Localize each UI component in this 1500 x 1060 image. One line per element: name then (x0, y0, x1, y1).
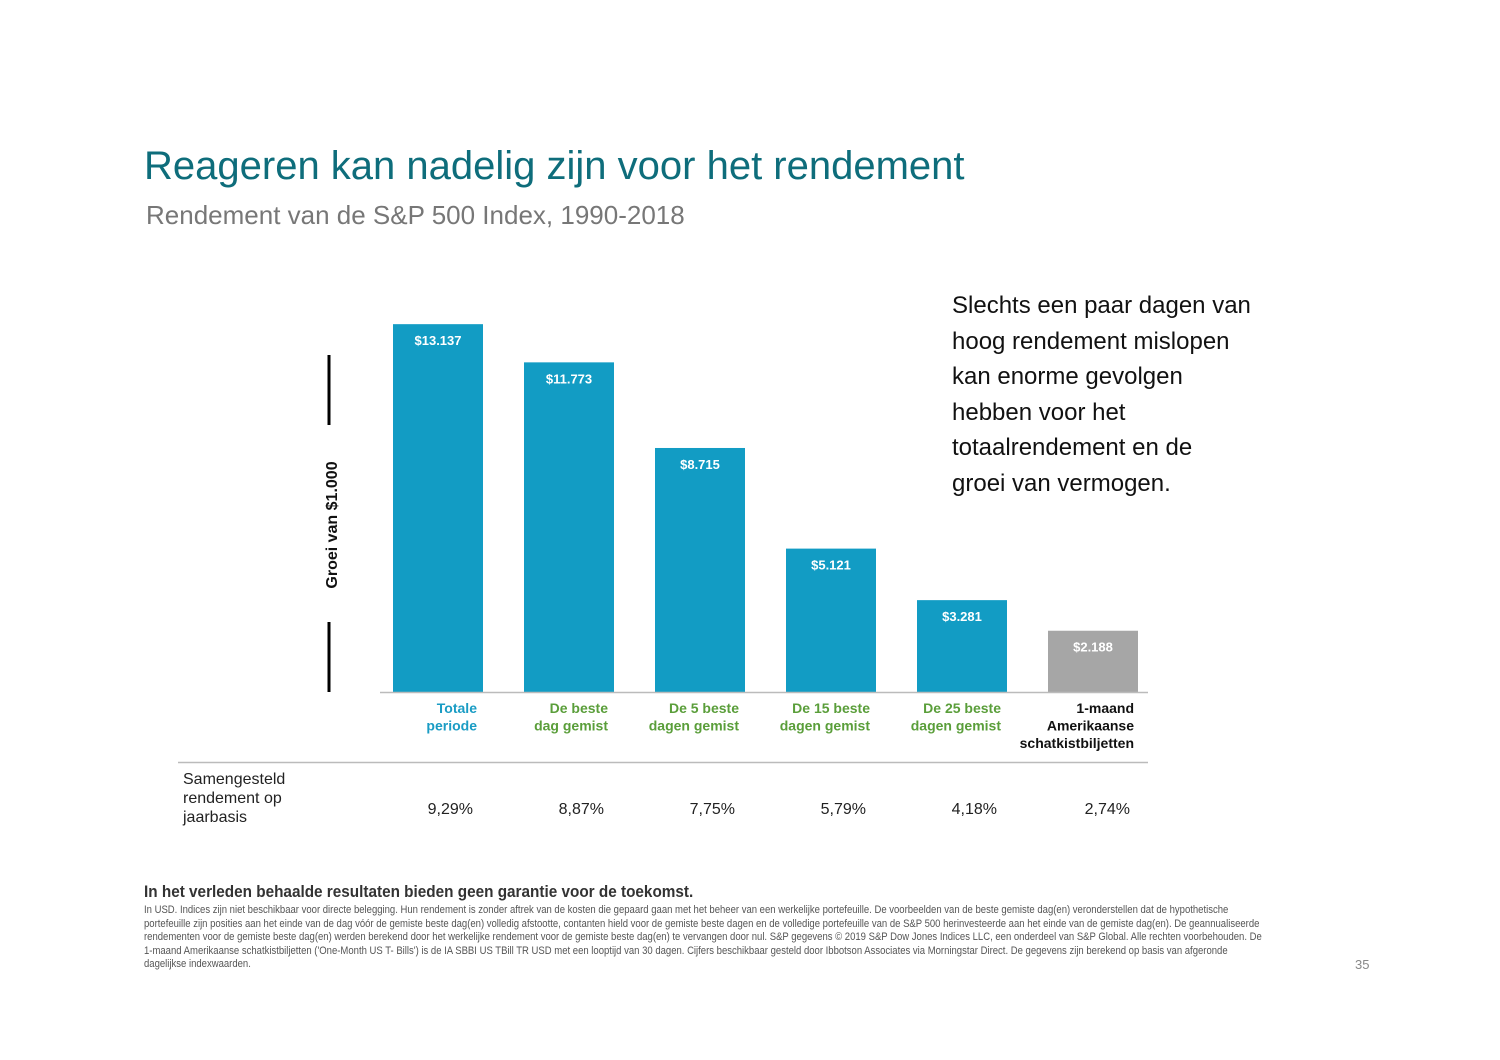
annualized-return-value: 5,79% (821, 801, 866, 818)
category-label: De 5 beste (669, 700, 739, 716)
data-label: $5.121 (811, 558, 851, 573)
footnote: In USD. Indices zijn niet beschikbaar vo… (144, 904, 1262, 971)
annualized-return-value: 8,87% (559, 801, 604, 818)
data-label: $13.137 (415, 333, 462, 348)
bar (393, 324, 483, 692)
category-label: De 25 beste (923, 700, 1001, 716)
category-label: periode (426, 718, 477, 734)
bar (524, 362, 614, 692)
page-subtitle: Rendement van de S&P 500 Index, 1990-201… (146, 200, 685, 230)
category-label: De beste (550, 700, 609, 716)
category-label: dagen gemist (649, 718, 740, 734)
category-label: 1-maand (1076, 700, 1134, 716)
annualized-return-value: 2,74% (1085, 801, 1130, 818)
annualized-return-value: 4,18% (952, 801, 997, 818)
bar (1048, 630, 1138, 692)
category-label: Totale (437, 700, 477, 716)
annualized-return-value: 9,29% (428, 801, 473, 818)
data-label: $8.715 (680, 457, 720, 472)
page-number: 35 (1355, 957, 1370, 972)
bar (917, 600, 1007, 692)
page-title: Reageren kan nadelig zijn voor het rende… (144, 144, 965, 188)
disclaimer: In het verleden behaalde resultaten bied… (144, 882, 694, 901)
bar (786, 548, 876, 692)
bar (655, 447, 745, 692)
category-label: schatkistbiljetten (1020, 735, 1134, 751)
category-label: dagen gemist (911, 718, 1002, 734)
data-label: $3.281 (942, 609, 982, 624)
annualized-return-value: 7,75% (690, 801, 735, 818)
category-label: dag gemist (534, 718, 608, 734)
data-label: $2.188 (1073, 640, 1113, 655)
data-label: $11.773 (546, 371, 592, 386)
annualized-return-label: Samengesteld rendement op jaarbasis (183, 771, 286, 826)
callout-text: Slechts een paar dagen van hoog rendemen… (952, 292, 1251, 497)
category-label: De 15 beste (792, 700, 870, 716)
category-label: Amerikaanse (1047, 718, 1134, 734)
category-label: dagen gemist (780, 718, 871, 734)
y-axis-label: Groei van $1.000 (324, 461, 341, 588)
